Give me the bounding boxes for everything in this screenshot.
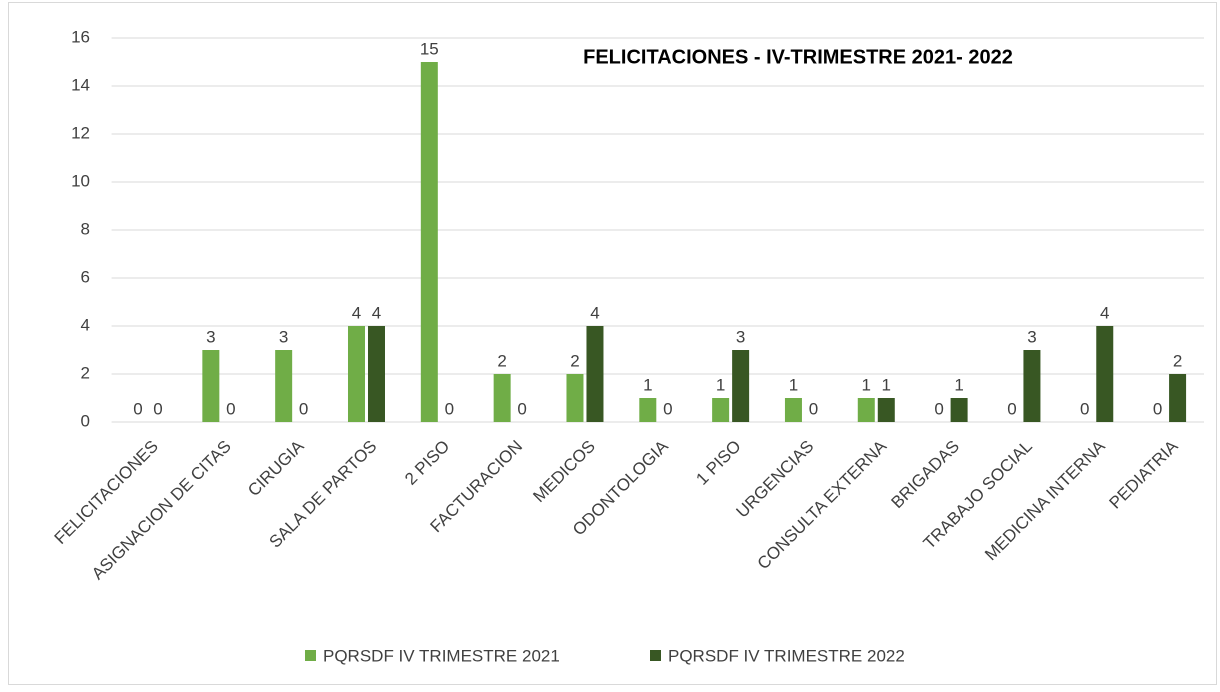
y-tick-label: 16 [71,27,90,46]
data-label: 2 [570,351,579,370]
legend-label: PQRSDF IV TRIMESTRE 2021 [323,646,560,665]
data-label: 0 [299,399,308,418]
legend-swatch [650,650,661,661]
legend-swatch [305,650,316,661]
bar [566,374,584,422]
bar [1023,350,1041,422]
y-tick-label: 4 [81,315,90,334]
data-label: 3 [1027,327,1036,346]
bar [732,350,750,422]
data-label: 3 [279,327,288,346]
data-label: 1 [789,375,798,394]
data-label: 0 [133,399,142,418]
data-label: 0 [934,399,943,418]
data-label: 0 [226,399,235,418]
bar [347,326,365,422]
bar [639,398,657,422]
y-tick-label: 0 [81,411,90,430]
data-label: 0 [1080,399,1089,418]
bar [493,374,511,422]
chart-title: FELICITACIONES - IV-TRIMESTRE 2021- 2022 [583,46,1013,68]
data-label: 0 [663,399,672,418]
data-label: 4 [1100,303,1109,322]
legend-label: PQRSDF IV TRIMESTRE 2022 [668,646,905,665]
bar [784,398,802,422]
data-label: 1 [882,375,891,394]
data-label: 4 [352,303,361,322]
data-label: 15 [420,39,439,58]
data-label: 3 [736,327,745,346]
data-label: 1 [862,375,871,394]
bar [420,62,438,422]
bar [857,398,875,422]
data-label: 4 [372,303,381,322]
y-tick-label: 12 [71,123,90,142]
bar [202,350,220,422]
data-label: 1 [954,375,963,394]
bar [367,326,385,422]
data-label: 0 [809,399,818,418]
data-label: 2 [497,351,506,370]
y-tick-label: 6 [81,267,90,286]
data-label: 0 [517,399,526,418]
bar [712,398,730,422]
y-tick-label: 2 [81,363,90,382]
y-tick-label: 8 [81,219,90,238]
data-label: 1 [716,375,725,394]
data-label: 3 [206,327,215,346]
data-label: 2 [1173,351,1182,370]
data-label: 0 [153,399,162,418]
y-tick-label: 14 [71,75,90,94]
data-label: 0 [1153,399,1162,418]
bar [275,350,293,422]
chart-frame [8,2,1217,685]
bar [950,398,968,422]
data-label: 0 [445,399,454,418]
bar [1169,374,1187,422]
y-tick-label: 10 [71,171,90,190]
bar [877,398,895,422]
bar [1096,326,1114,422]
bar [586,326,604,422]
data-label: 0 [1007,399,1016,418]
data-label: 1 [643,375,652,394]
data-label: 4 [590,303,599,322]
